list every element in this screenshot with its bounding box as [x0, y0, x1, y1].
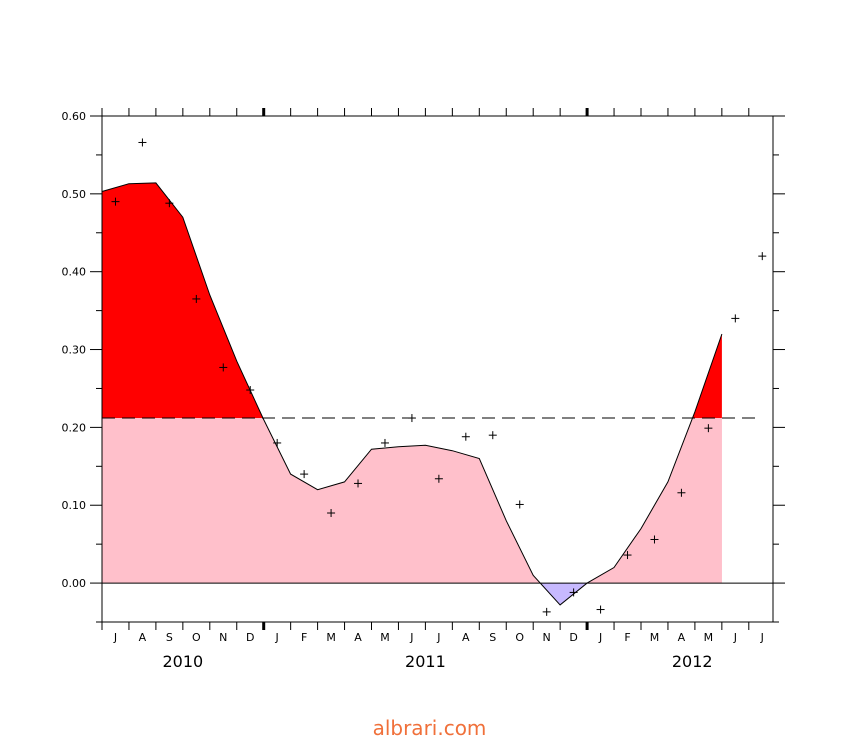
- month-label: A: [139, 631, 147, 644]
- data-point: [111, 197, 120, 206]
- chart-lines: [101, 182, 773, 606]
- y-tick-label: 0.60: [62, 110, 87, 123]
- plot-border: [101, 115, 774, 623]
- month-label: O: [192, 631, 201, 644]
- y-tick-label: 0.30: [62, 344, 87, 357]
- y-tick-label: 0.50: [62, 188, 87, 201]
- month-label: M: [650, 631, 660, 644]
- data-point: [380, 438, 389, 447]
- month-label: S: [489, 631, 496, 644]
- axis-labels: 0.60 0.50 0.40 0.30 0.20 0.10 0.00 J A S O N D J F M A M J…: [62, 110, 764, 671]
- month-label: F: [624, 631, 630, 644]
- smoothed-line: [101, 182, 723, 606]
- y-tick-label: 0.10: [62, 499, 87, 512]
- month-label: J: [436, 631, 440, 644]
- month-label: D: [569, 631, 577, 644]
- plot-frame: [101, 115, 774, 623]
- month-label: J: [733, 631, 737, 644]
- data-point: [300, 470, 309, 479]
- month-label: F: [301, 631, 307, 644]
- data-point: [192, 294, 201, 303]
- month-label: M: [326, 631, 336, 644]
- data-point: [273, 438, 282, 447]
- month-label: D: [246, 631, 254, 644]
- data-point: [488, 431, 497, 440]
- data-point: [704, 424, 713, 433]
- data-point: [677, 488, 686, 497]
- year-label: 2011: [405, 652, 446, 671]
- month-label: A: [354, 631, 362, 644]
- month-label: A: [462, 631, 470, 644]
- year-label: 2010: [162, 652, 203, 671]
- data-point: [165, 199, 174, 208]
- area-negative: [102, 583, 722, 605]
- y-tick-label: 0.20: [62, 421, 87, 434]
- data-point: [138, 138, 147, 147]
- month-label: N: [219, 631, 227, 644]
- data-point: [461, 432, 470, 441]
- month-label: J: [409, 631, 413, 644]
- data-point: [407, 414, 416, 423]
- area-fills: [102, 182, 722, 605]
- data-point: [219, 363, 228, 372]
- month-label: J: [760, 631, 764, 644]
- year-label: 2012: [672, 652, 713, 671]
- data-point: [246, 386, 255, 395]
- data-point: [731, 314, 740, 323]
- month-label: O: [515, 631, 524, 644]
- month-label: J: [275, 631, 279, 644]
- data-point: [650, 535, 659, 544]
- watermark: albrari.com: [372, 716, 487, 740]
- month-label: J: [598, 631, 602, 644]
- axis-ticks: [90, 108, 785, 630]
- month-label: N: [543, 631, 551, 644]
- data-point: [327, 509, 336, 518]
- y-tick-label: 0.00: [62, 577, 87, 590]
- data-point: [354, 479, 363, 488]
- data-point: [434, 474, 443, 483]
- data-point: [596, 605, 605, 614]
- data-point: [542, 607, 551, 616]
- month-label: J: [113, 631, 117, 644]
- area-threshold-band: [102, 418, 722, 584]
- data-point: [569, 588, 578, 597]
- data-points: [111, 138, 767, 616]
- area-above-threshold: [102, 182, 722, 419]
- month-label: A: [678, 631, 686, 644]
- data-point: [515, 500, 524, 509]
- data-point: [623, 551, 632, 560]
- month-label: M: [380, 631, 390, 644]
- y-tick-label: 0.40: [62, 266, 87, 279]
- data-point: [758, 252, 767, 261]
- month-label: S: [166, 631, 173, 644]
- month-label: M: [704, 631, 714, 644]
